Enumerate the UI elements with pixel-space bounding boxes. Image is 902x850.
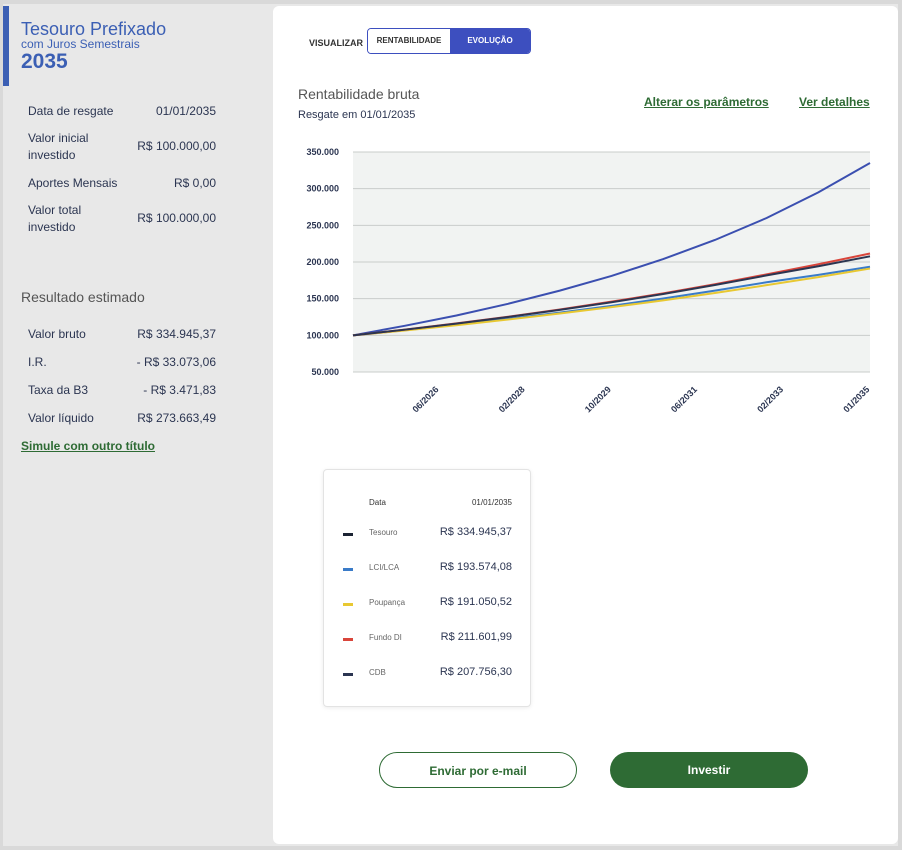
summary-label: Aportes Mensais [28, 176, 118, 190]
legend-date-label: Data [369, 498, 386, 507]
y-tick-label: 250.000 [306, 220, 339, 230]
summary-value: R$ 100.000,00 [137, 211, 216, 225]
tab-rentabilidade[interactable]: RENTABILIDADE [368, 29, 450, 53]
legend-swatch [343, 638, 353, 641]
sidebar: Tesouro Prefixado com Juros Semestrais 2… [3, 4, 272, 846]
y-tick-label: 150.000 [306, 294, 339, 304]
x-tick-label: 06/2026 [410, 384, 440, 414]
product-year: 2035 [21, 50, 68, 73]
series-line-cdb [352, 255, 871, 337]
invest-button[interactable]: Investir [610, 752, 808, 788]
alterar-parametros-link[interactable]: Alterar os parâmetros [644, 95, 769, 109]
legend-item-poupanca: Poupança R$ 191.050,52 [324, 594, 530, 614]
summary-value: 01/01/2035 [155, 104, 216, 118]
evolution-line-chart: 350.000 300.000 250.000 200.000 150.000 100.0… [306, 147, 871, 414]
summary-value: R$ 0,00 [173, 176, 216, 190]
legend-value: R$ 207.756,30 [439, 666, 512, 678]
chart-subtitle: Resgate em 01/01/2035 [298, 109, 416, 121]
legend-swatch [343, 568, 353, 571]
view-toggle: RENTABILIDADE EVOLUÇÃO [367, 28, 531, 54]
x-tick-label: 06/2031 [669, 384, 699, 414]
legend-name: CDB [369, 668, 386, 677]
legend-name: Tesouro [369, 528, 398, 537]
result-heading: Resultado estimado [21, 289, 145, 305]
result-value: R$ 334.945,37 [137, 327, 216, 341]
legend-item-cdb: CDB R$ 207.756,30 [324, 664, 530, 684]
y-tick-label: 350.000 [306, 147, 339, 157]
legend-item-fundo-di: Fundo DI R$ 211.601,99 [324, 629, 530, 649]
legend-value: R$ 334.945,37 [439, 526, 512, 538]
legend-item-lci-lca: LCI/LCA R$ 193.574,08 [324, 559, 530, 579]
y-tick-label: 200.000 [306, 257, 339, 267]
legend-value: R$ 193.574,08 [439, 561, 512, 573]
summary-label: Data de resgate [28, 104, 114, 118]
legend-card: Data 01/01/2035 Tesouro R$ 334.945,37 LC… [323, 469, 531, 707]
product-title: Tesouro Prefixado [21, 19, 167, 39]
x-tick-label: 02/2033 [755, 384, 785, 414]
result-label: Valor líquido [28, 411, 94, 425]
app-frame: Tesouro Prefixado com Juros Semestrais 2… [3, 4, 898, 846]
tab-evolucao[interactable]: EVOLUÇÃO [450, 29, 530, 53]
series-line-poupan-a [352, 267, 871, 337]
simulate-other-link[interactable]: Simule com outro título [21, 439, 155, 453]
y-tick-label: 50.000 [311, 367, 339, 377]
series-line-tesouro [352, 162, 871, 337]
legend-date-value: 01/01/2035 [471, 498, 512, 507]
visualizar-label: VISUALIZAR [309, 38, 363, 48]
summary-value: R$ 100.000,00 [137, 139, 216, 153]
y-tick-label: 300.000 [306, 184, 339, 194]
y-tick-label: 100.000 [306, 330, 339, 340]
legend-name: LCI/LCA [369, 563, 400, 572]
legend-swatch [343, 603, 353, 606]
result-label: Valor bruto [28, 327, 86, 341]
summary-label: Valor inicial investido [28, 131, 89, 162]
main-panel: VISUALIZAR RENTABILIDADE EVOLUÇÃO Rentab… [273, 6, 898, 844]
chart-title: Rentabilidade bruta [298, 86, 420, 102]
product-subtitle: com Juros Semestrais [21, 37, 140, 51]
legend-swatch [343, 673, 353, 676]
x-tick-label: 10/2029 [583, 384, 613, 414]
legend-name: Fundo DI [369, 633, 402, 642]
title-accent-bar [3, 6, 9, 86]
legend-swatch [343, 533, 353, 536]
result-value: - R$ 3.471,83 [143, 383, 216, 397]
result-value: R$ 273.663,49 [137, 411, 216, 425]
legend-value: R$ 191.050,52 [439, 596, 512, 608]
result-label: I.R. [28, 355, 47, 369]
result-value: - R$ 33.073,06 [136, 355, 216, 369]
summary-label: Valor total investido [28, 203, 82, 234]
legend-name: Poupança [369, 598, 406, 607]
ver-detalhes-link[interactable]: Ver detalhes [799, 95, 870, 109]
x-tick-label: 01/2035 [841, 384, 871, 414]
send-email-button[interactable]: Enviar por e-mail [379, 752, 577, 788]
legend-value: R$ 211.601,99 [440, 631, 512, 643]
legend-item-tesouro: Tesouro R$ 334.945,37 [324, 524, 530, 544]
result-label: Taxa da B3 [28, 383, 89, 397]
x-tick-label: 02/2028 [497, 384, 527, 414]
